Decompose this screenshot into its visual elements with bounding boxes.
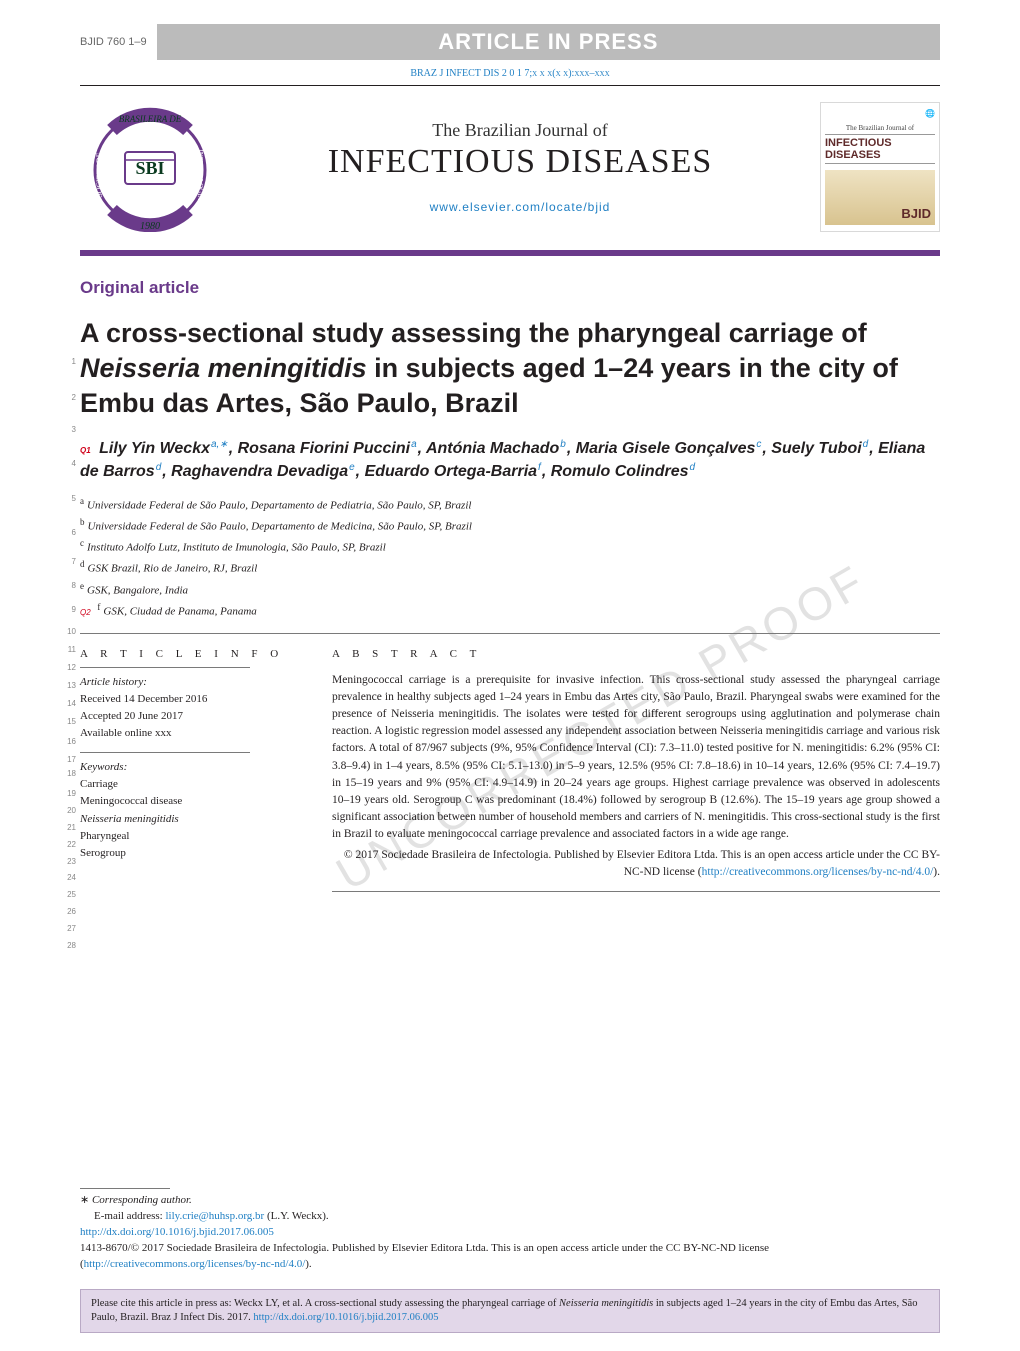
- email-label: E-mail address:: [94, 1210, 165, 1222]
- line-number: 13: [67, 682, 76, 690]
- line-number: 2: [72, 394, 76, 402]
- info-sep-2: [80, 752, 250, 753]
- line-number: 7: [72, 558, 76, 566]
- q1-label: Q1: [80, 446, 91, 455]
- svg-text:BRASILEIRA DE: BRASILEIRA DE: [119, 114, 182, 124]
- article-code: BJID 760 1–9: [80, 36, 147, 48]
- article-info-heading: A R T I C L E I N F O: [80, 646, 300, 663]
- journal-title: INFECTIOUS DISEASES: [238, 143, 802, 181]
- line-number: 23: [67, 858, 76, 866]
- available-online: Available online xxx: [80, 725, 300, 742]
- abstract-body: Meningococcal carriage is a prerequisite…: [332, 672, 940, 842]
- article-title: A cross-sectional study assessing the ph…: [80, 316, 940, 421]
- svg-text:INFECTOLOGIA: INFECTOLOGIA: [196, 149, 204, 200]
- line-number: 6: [72, 529, 76, 537]
- cite-doi-link[interactable]: http://dx.doi.org/10.1016/j.bjid.2017.06…: [253, 1312, 438, 1323]
- line-number: 8: [72, 582, 76, 590]
- line-number: 26: [67, 908, 76, 916]
- line-number: 4: [72, 460, 76, 468]
- line-number: 18: [67, 770, 76, 778]
- affiliation: eGSK, Bangalore, India: [80, 579, 940, 600]
- history-label: Article history:: [80, 674, 300, 691]
- journal-homepage-link[interactable]: www.elsevier.com/locate/bjid: [430, 200, 611, 214]
- abstract-heading: A B S T R A C T: [332, 646, 940, 662]
- line-number: 15: [67, 718, 76, 726]
- affiliation-list: aUniversidade Federal de São Paulo, Depa…: [80, 494, 940, 622]
- line-number: 19: [67, 790, 76, 798]
- journal-supertitle: The Brazilian Journal of: [238, 120, 802, 141]
- abstract-copyright: © 2017 Sociedade Brasileira de Infectolo…: [332, 847, 940, 881]
- doi-link[interactable]: http://dx.doi.org/10.1016/j.bjid.2017.06…: [80, 1226, 274, 1238]
- line-number: 24: [67, 874, 76, 882]
- line-number: 25: [67, 891, 76, 899]
- line-number: 1: [72, 358, 76, 366]
- line-number: 10: [67, 628, 76, 636]
- received-date: Received 14 December 2016: [80, 691, 300, 708]
- line-number: 16: [67, 738, 76, 746]
- journal-cover-thumb: 🌐 The Brazilian Journal of INFECTIOUS DI…: [820, 102, 940, 232]
- corr-name: (L.Y. Weckx).: [267, 1210, 329, 1222]
- article-type: Original article: [80, 278, 940, 298]
- line-number: 5: [72, 495, 76, 503]
- keyword: Meningococcal disease: [80, 793, 300, 810]
- citation-line: BRAZ J INFECT DIS 2 0 1 7;x x x(x x):xxx…: [80, 68, 940, 79]
- affiliation: aUniversidade Federal de São Paulo, Depa…: [80, 494, 940, 515]
- q2-label: Q2: [80, 608, 91, 617]
- affiliation: bUniversidade Federal de São Paulo, Depa…: [80, 515, 940, 536]
- masthead-top-rule: [80, 85, 940, 86]
- issn-cc-link[interactable]: http://creativecommons.org/licenses/by-n…: [84, 1258, 306, 1270]
- line-number: 21: [67, 824, 76, 832]
- svg-text:SOCIEDADE: SOCIEDADE: [95, 152, 104, 197]
- please-cite-box: Please cite this article in press as: We…: [80, 1289, 940, 1333]
- keyword: Pharyngeal: [80, 828, 300, 845]
- line-number: 3: [72, 426, 76, 434]
- affiliation: dGSK Brazil, Rio de Janeiro, RJ, Brazil: [80, 557, 940, 578]
- masthead: BRASILEIRA DE 1980 SOCIEDADE INFECTOLOGI…: [80, 88, 940, 250]
- purple-divider-bar: [80, 250, 940, 256]
- affiliation: Q2 fGSK, Ciudad de Panama, Panama: [80, 600, 940, 621]
- svg-text:1980: 1980: [140, 221, 160, 232]
- corr-label: Corresponding author.: [92, 1194, 192, 1206]
- corr-email-link[interactable]: lily.crie@huhsp.org.br: [165, 1210, 264, 1222]
- line-number: 11: [68, 646, 76, 654]
- info-sep-1: [80, 667, 250, 668]
- line-number: 22: [67, 841, 76, 849]
- cover-bjid-mark: BJID: [901, 206, 931, 221]
- article-info-column: A R T I C L E I N F O Article history: R…: [80, 646, 300, 891]
- corresponding-author-block: ∗ Corresponding author. E-mail address: …: [80, 1188, 940, 1273]
- proof-line-numbers: 1234567891011121314151617181920212223242…: [62, 358, 76, 958]
- cover-title: INFECTIOUS DISEASES: [825, 134, 935, 164]
- accepted-date: Accepted 20 June 2017: [80, 708, 300, 725]
- line-number: 14: [67, 700, 76, 708]
- line-number: 27: [67, 925, 76, 933]
- author-list: Q1 Lily Yin Weckxa,∗, Rosana Fiorini Puc…: [80, 437, 940, 483]
- line-number: 28: [67, 942, 76, 950]
- affiliation: cInstituto Adolfo Lutz, Instituto de Imu…: [80, 536, 940, 557]
- svg-text:SBI: SBI: [135, 158, 164, 178]
- keywords-label: Keywords:: [80, 759, 300, 776]
- cover-subtitle: The Brazilian Journal of: [846, 124, 914, 132]
- corr-sep: [80, 1188, 170, 1189]
- in-press-banner: ARTICLE IN PRESS: [157, 24, 940, 60]
- line-number: 17: [67, 756, 76, 764]
- keyword: Serogroup: [80, 845, 300, 862]
- society-logo: BRASILEIRA DE 1980 SOCIEDADE INFECTOLOGI…: [80, 102, 220, 232]
- cc-license-link[interactable]: http://creativecommons.org/licenses/by-n…: [702, 866, 934, 878]
- line-number: 12: [67, 664, 76, 672]
- keyword: Neisseria meningitidis: [80, 811, 300, 828]
- line-number: 9: [72, 606, 76, 614]
- keyword: Carriage: [80, 776, 300, 793]
- line-number: 20: [67, 807, 76, 815]
